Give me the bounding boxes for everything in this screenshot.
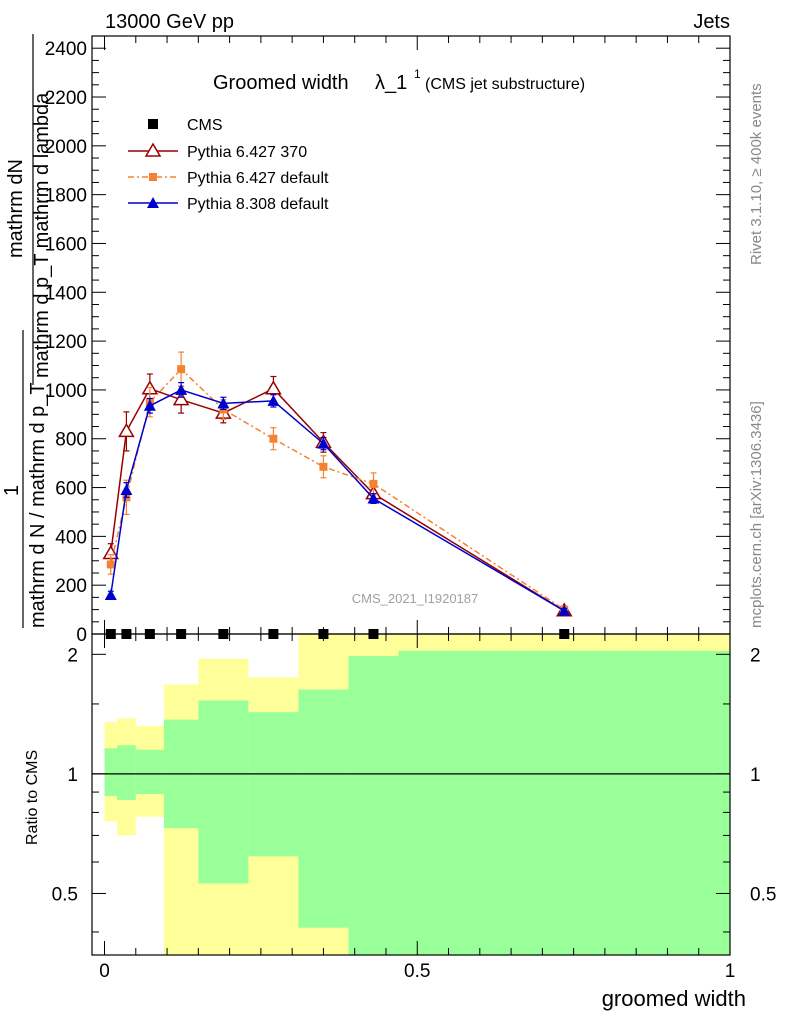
legend-marker-3 xyxy=(147,197,159,208)
main-series xyxy=(102,351,573,639)
header-right: Jets xyxy=(693,11,730,33)
ratio-band-green-5 xyxy=(248,712,299,857)
ratio-y-axis-label: Ratio to CMS xyxy=(24,750,41,845)
axes: 0200400600800100012001400160018002000220… xyxy=(45,35,776,982)
ratio-band-green-4 xyxy=(198,700,249,884)
y-tick-label-6: 1200 xyxy=(45,332,87,353)
mcplots-label: mcplots.cern.ch [arXiv:1306.3436] xyxy=(748,401,765,628)
x-tick-label-0: 0 xyxy=(99,961,110,982)
series-1 xyxy=(102,373,573,617)
point-2-5 xyxy=(269,434,278,443)
title-main: Groomed width xyxy=(213,72,349,94)
ratio-band-green-7 xyxy=(348,656,399,955)
legend-label-3: Pythia 8.308 default xyxy=(187,196,329,213)
ratio-band-green-0 xyxy=(104,748,118,796)
main-y-axis-label: mathrm dN mathrm d p_T mathrm d lambda 1… xyxy=(1,34,53,628)
point-1-3 xyxy=(172,391,190,406)
legend-marker-0 xyxy=(148,119,158,129)
point-2-0 xyxy=(106,560,115,569)
point-2-6 xyxy=(319,462,328,471)
ratio-band-green-8 xyxy=(398,650,730,955)
y-tick-label-10: 2000 xyxy=(45,137,87,158)
ratio-tick-label-left-0: 0.5 xyxy=(52,884,78,905)
ratio-tick-label-right-2: 2 xyxy=(750,645,761,666)
legend-label-1: Pythia 6.427 370 xyxy=(187,144,307,161)
legend: CMS Pythia 6.427 370 Pythia 6.427 default P… xyxy=(128,117,329,213)
legend-marker-1 xyxy=(144,142,162,157)
title-subtitle: (CMS jet substructure) xyxy=(425,76,585,93)
y-tick-label-4: 800 xyxy=(55,430,87,451)
point-3-8 xyxy=(558,604,571,616)
ratio-band-green-1 xyxy=(117,745,136,800)
point-2-7 xyxy=(369,479,378,488)
y-tick-label-8: 1600 xyxy=(45,234,87,255)
point-3-3 xyxy=(175,383,188,395)
chart-title: Groomed width λ_1 1 (CMS jet substructur… xyxy=(213,67,585,94)
ratio-plot-frame xyxy=(91,633,731,956)
point-3-4 xyxy=(217,397,230,409)
header-left: 13000 GeV pp xyxy=(105,11,234,33)
series-line-3 xyxy=(110,389,565,612)
y-tick-label-0: 0 xyxy=(76,625,87,646)
ratio-tick-label-left-1: 1 xyxy=(67,765,78,786)
ratio-tick-label-left-2: 2 xyxy=(67,645,78,666)
analysis-watermark: CMS_2021_I1920187 xyxy=(352,591,479,606)
ratio-band-green-6 xyxy=(298,689,349,928)
legend-label-0: CMS xyxy=(187,117,223,134)
legend-label-2: Pythia 6.427 default xyxy=(187,170,329,187)
x-axis-label: groomed width xyxy=(602,986,746,1011)
x-tick-label-2: 1 xyxy=(725,961,736,982)
y-tick-label-11: 2200 xyxy=(45,88,87,109)
ylabel-top-numerator: mathrm dN xyxy=(5,159,27,258)
series-3 xyxy=(104,381,571,616)
y-tick-label-5: 1000 xyxy=(45,381,87,402)
y-tick-label-7: 1400 xyxy=(45,283,87,304)
ylabel-top-denominator: mathrm d p_T mathrm d lambda xyxy=(31,92,53,378)
y-tick-label-3: 600 xyxy=(55,479,87,500)
series-line-1 xyxy=(110,387,565,612)
ylabel-bottom: mathrm d N / mathrm d p_T xyxy=(27,382,49,628)
point-2-3 xyxy=(177,365,186,374)
point-3-2 xyxy=(143,399,156,411)
x-tick-label-1: 0.5 xyxy=(404,961,430,982)
ratio-tick-label-right-0: 0.5 xyxy=(750,884,776,905)
y-tick-label-2: 400 xyxy=(55,527,87,548)
y-tick-label-12: 2400 xyxy=(45,39,87,60)
point-3-5 xyxy=(267,394,280,406)
point-1-5 xyxy=(265,380,282,395)
ratio-bands xyxy=(104,634,730,955)
ratio-tick-label-right-1: 1 xyxy=(750,765,761,786)
y-tick-label-9: 1800 xyxy=(45,186,87,207)
point-3-0 xyxy=(104,588,117,600)
y-tick-label-1: 200 xyxy=(55,576,87,597)
point-3-6 xyxy=(317,437,330,449)
series-2 xyxy=(106,351,569,614)
title-superscript: 1 xyxy=(414,67,421,81)
point-3-1 xyxy=(120,483,133,495)
ratio-band-green-2 xyxy=(135,749,164,794)
title-lambda: λ_1 xyxy=(375,72,407,94)
point-3-7 xyxy=(367,492,380,504)
rivet-label: Rivet 3.1.10, ≥ 400k events xyxy=(748,83,765,265)
point-1-1 xyxy=(118,422,135,438)
legend-marker-2 xyxy=(149,173,157,181)
ylabel-one: 1 xyxy=(1,485,23,496)
